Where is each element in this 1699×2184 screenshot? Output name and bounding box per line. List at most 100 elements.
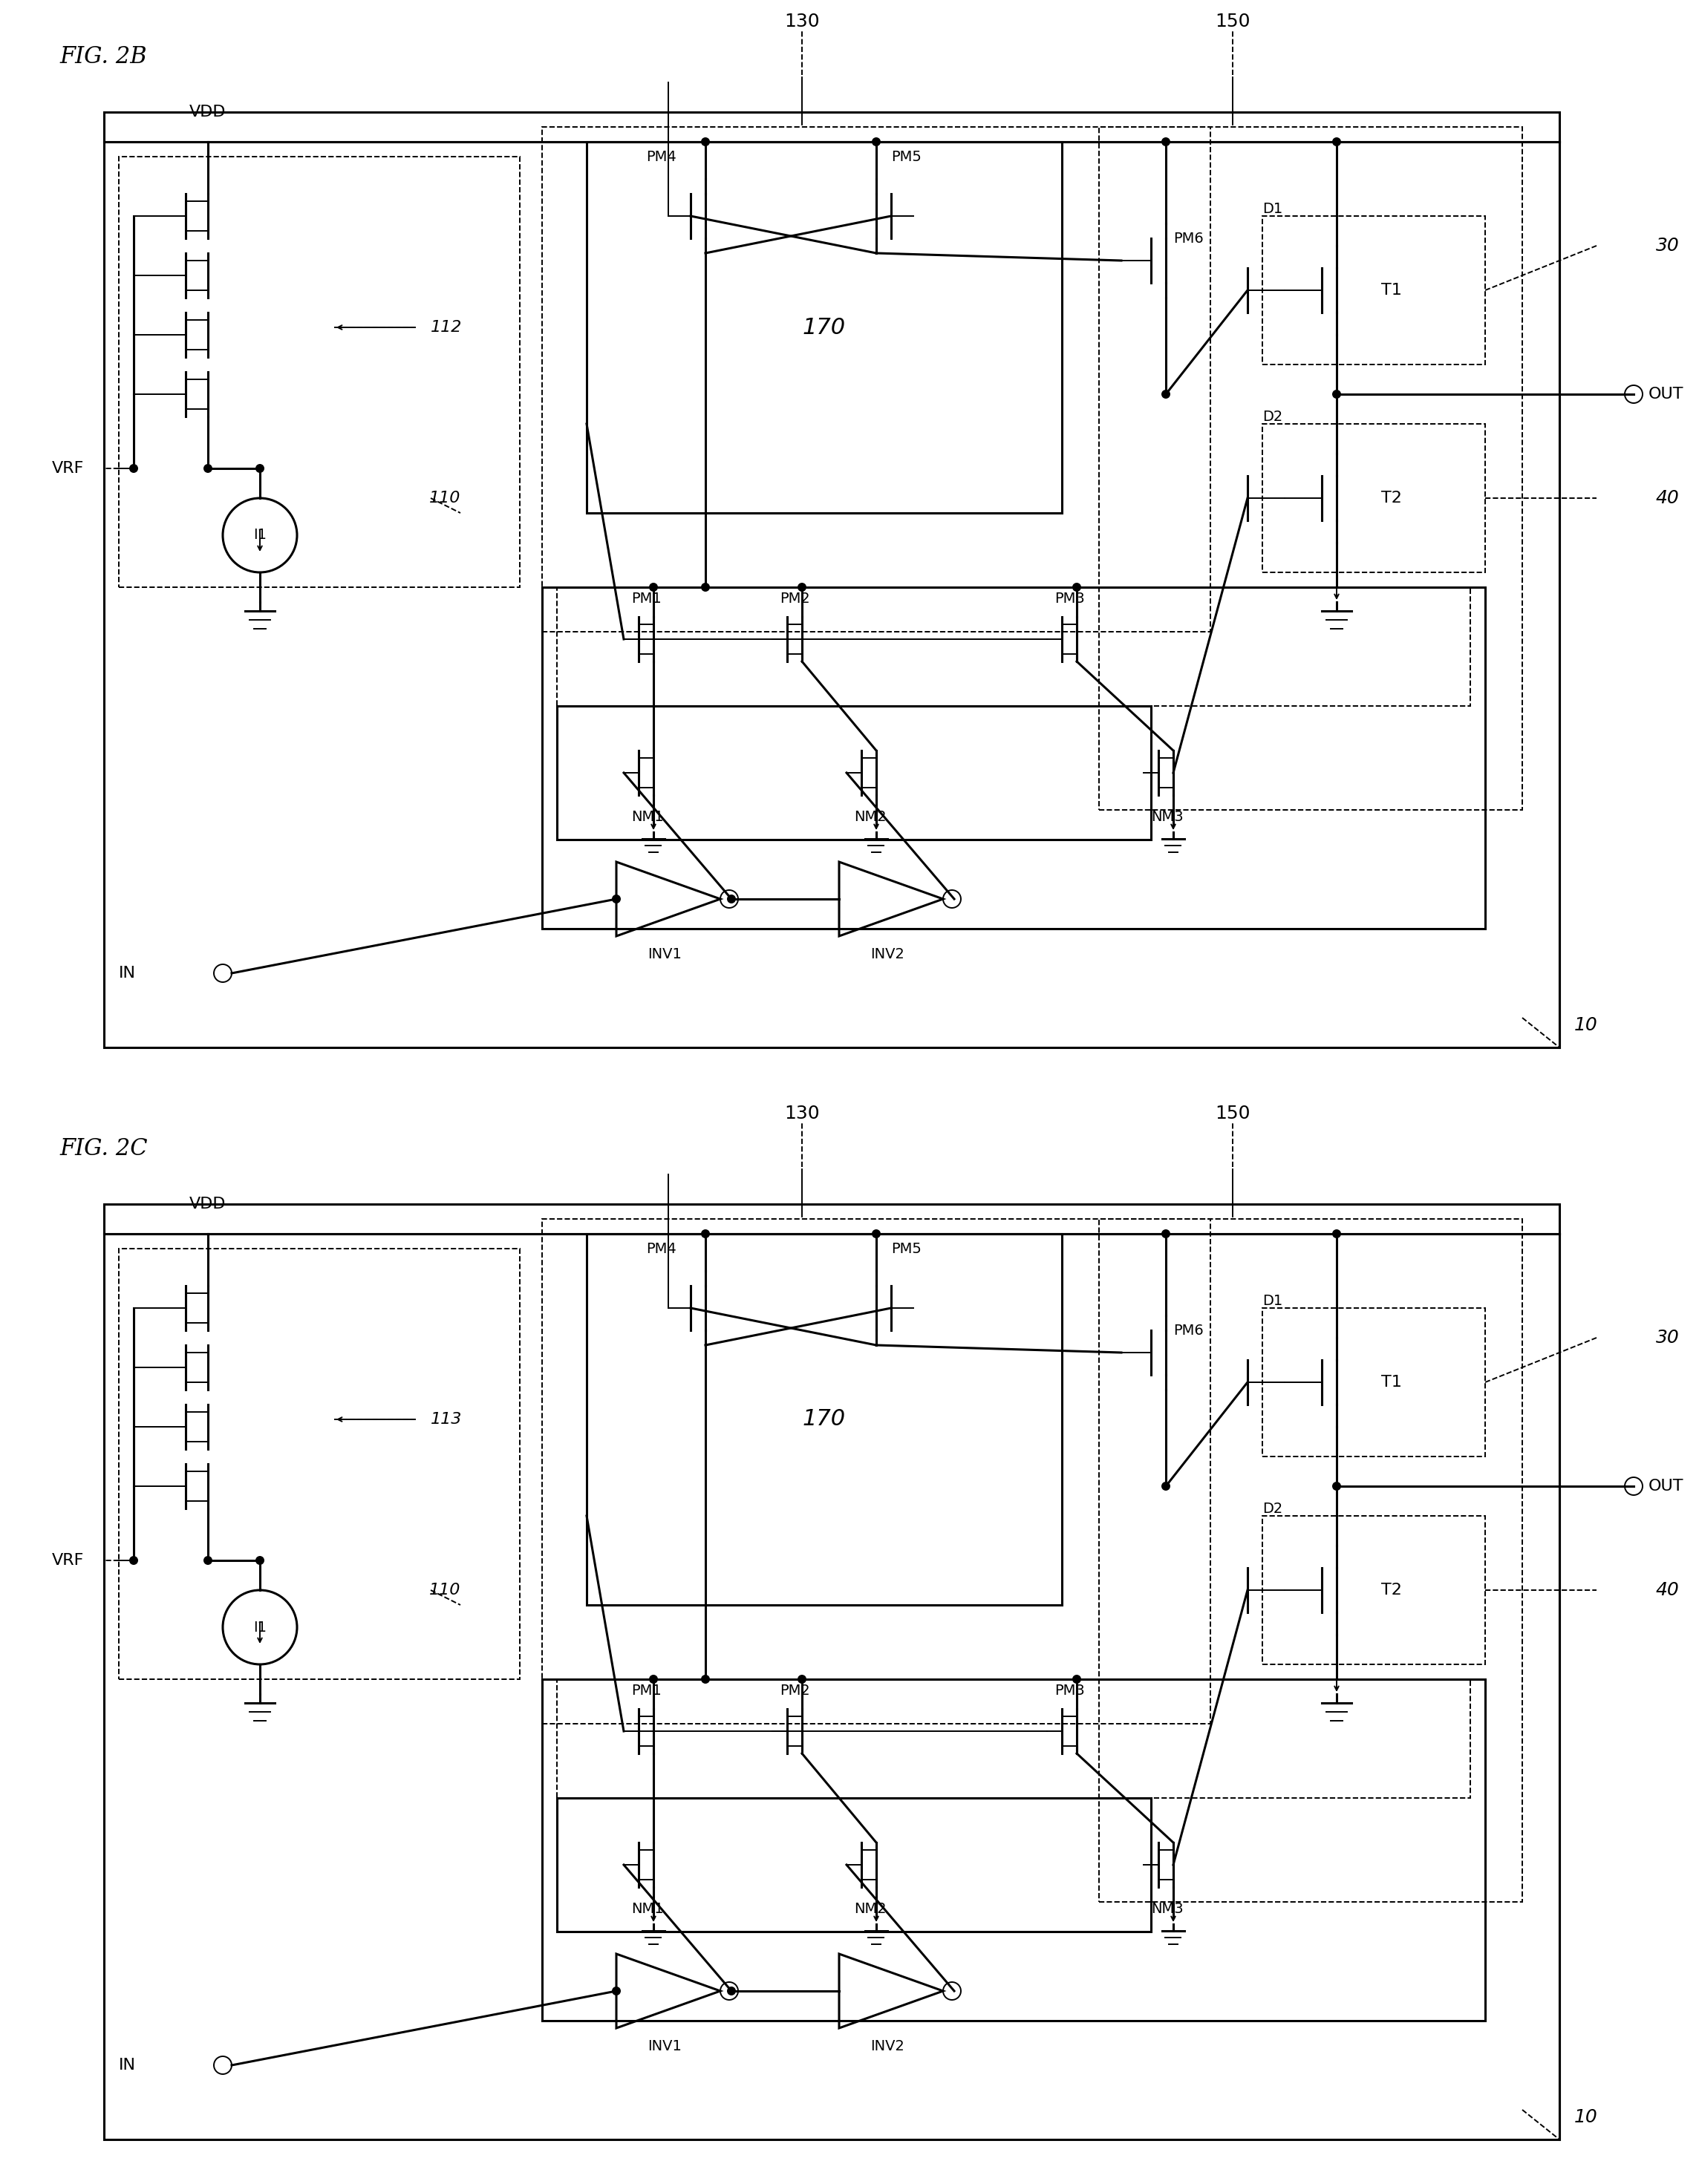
Circle shape <box>204 463 212 474</box>
Text: INV1: INV1 <box>647 2040 681 2053</box>
Bar <box>586 142 1062 513</box>
Circle shape <box>1332 138 1341 146</box>
Text: PM5: PM5 <box>890 1243 921 1256</box>
Bar <box>557 587 1470 705</box>
Text: 10: 10 <box>1575 1016 1597 1033</box>
Bar <box>542 1219 1210 1723</box>
Text: IN: IN <box>119 965 136 981</box>
Text: NM1: NM1 <box>632 810 664 823</box>
Text: NM3: NM3 <box>1150 810 1184 823</box>
Text: T2: T2 <box>1381 491 1402 505</box>
Text: 170: 170 <box>802 1409 846 1431</box>
Text: D2: D2 <box>1262 1503 1283 1516</box>
Text: PM3: PM3 <box>1055 1684 1084 1697</box>
Text: PM2: PM2 <box>780 592 810 605</box>
Bar <box>1262 1516 1485 1664</box>
Circle shape <box>797 1675 807 1684</box>
Text: PM6: PM6 <box>1174 232 1203 247</box>
Text: 170: 170 <box>802 317 846 339</box>
Text: NM2: NM2 <box>855 810 887 823</box>
Text: 40: 40 <box>1657 489 1680 507</box>
Circle shape <box>702 1230 710 1238</box>
Bar <box>557 1797 1150 1931</box>
Bar <box>104 111 1560 1048</box>
Text: VRF: VRF <box>53 461 85 476</box>
Bar <box>104 1203 1560 2140</box>
Text: D1: D1 <box>1262 201 1283 216</box>
Text: PM1: PM1 <box>632 1684 661 1697</box>
Text: PM1: PM1 <box>632 592 661 605</box>
Text: 40: 40 <box>1657 1581 1680 1599</box>
Circle shape <box>702 138 710 146</box>
Text: PM3: PM3 <box>1055 592 1084 605</box>
Circle shape <box>204 1555 212 1566</box>
Bar <box>1099 1219 1522 1902</box>
Circle shape <box>1072 1675 1081 1684</box>
Circle shape <box>1162 1481 1171 1492</box>
Circle shape <box>255 1555 265 1566</box>
Circle shape <box>702 583 710 592</box>
Circle shape <box>872 138 880 146</box>
Text: PM5: PM5 <box>890 151 921 164</box>
Text: NM3: NM3 <box>1150 1902 1184 1915</box>
Text: VDD: VDD <box>190 105 226 120</box>
Bar <box>542 1679 1485 2020</box>
Text: I1: I1 <box>253 1621 267 1634</box>
Circle shape <box>255 463 265 474</box>
Bar <box>1262 216 1485 365</box>
Bar <box>557 1679 1470 1797</box>
Text: 110: 110 <box>428 491 460 505</box>
Bar <box>557 705 1150 839</box>
Bar <box>586 1234 1062 1605</box>
Bar <box>542 127 1210 631</box>
Text: 150: 150 <box>1215 1105 1250 1123</box>
Text: INV1: INV1 <box>647 948 681 961</box>
Text: D1: D1 <box>1262 1293 1283 1308</box>
Text: FIG. 2C: FIG. 2C <box>59 1138 148 1160</box>
Text: IN: IN <box>119 2057 136 2073</box>
Text: FIG. 2B: FIG. 2B <box>59 46 146 68</box>
Circle shape <box>612 895 620 904</box>
Circle shape <box>129 463 138 474</box>
Bar <box>1262 1308 1485 1457</box>
Circle shape <box>649 1675 658 1684</box>
Text: T2: T2 <box>1381 1583 1402 1597</box>
Circle shape <box>649 583 658 592</box>
Circle shape <box>1162 1230 1171 1238</box>
Text: T1: T1 <box>1381 1376 1402 1389</box>
Bar <box>1099 127 1522 810</box>
Circle shape <box>1162 389 1171 400</box>
Circle shape <box>1072 583 1081 592</box>
Text: INV2: INV2 <box>870 948 904 961</box>
Circle shape <box>702 1675 710 1684</box>
Text: 30: 30 <box>1657 1328 1680 1348</box>
Text: 150: 150 <box>1215 13 1250 31</box>
Circle shape <box>1162 138 1171 146</box>
Text: INV2: INV2 <box>870 2040 904 2053</box>
Text: PM2: PM2 <box>780 1684 810 1697</box>
Circle shape <box>1332 1230 1341 1238</box>
Bar <box>119 1249 520 1679</box>
Circle shape <box>129 1555 138 1566</box>
Text: VRF: VRF <box>53 1553 85 1568</box>
Text: 113: 113 <box>430 1411 462 1426</box>
Text: PM6: PM6 <box>1174 1324 1203 1339</box>
Text: 10: 10 <box>1575 2108 1597 2125</box>
Text: NM2: NM2 <box>855 1902 887 1915</box>
Text: OUT: OUT <box>1648 1479 1684 1494</box>
Text: T1: T1 <box>1381 284 1402 297</box>
Text: 30: 30 <box>1657 236 1680 256</box>
Circle shape <box>1332 389 1341 400</box>
Text: PM4: PM4 <box>646 151 676 164</box>
Text: VDD: VDD <box>190 1197 226 1212</box>
Circle shape <box>612 1987 620 1996</box>
Text: 130: 130 <box>785 13 819 31</box>
Text: 130: 130 <box>785 1105 819 1123</box>
Text: NM1: NM1 <box>632 1902 664 1915</box>
Circle shape <box>1332 1481 1341 1492</box>
Text: 112: 112 <box>430 319 462 334</box>
Circle shape <box>727 1987 736 1996</box>
Circle shape <box>797 583 807 592</box>
Bar <box>1262 424 1485 572</box>
Text: D2: D2 <box>1262 411 1283 424</box>
